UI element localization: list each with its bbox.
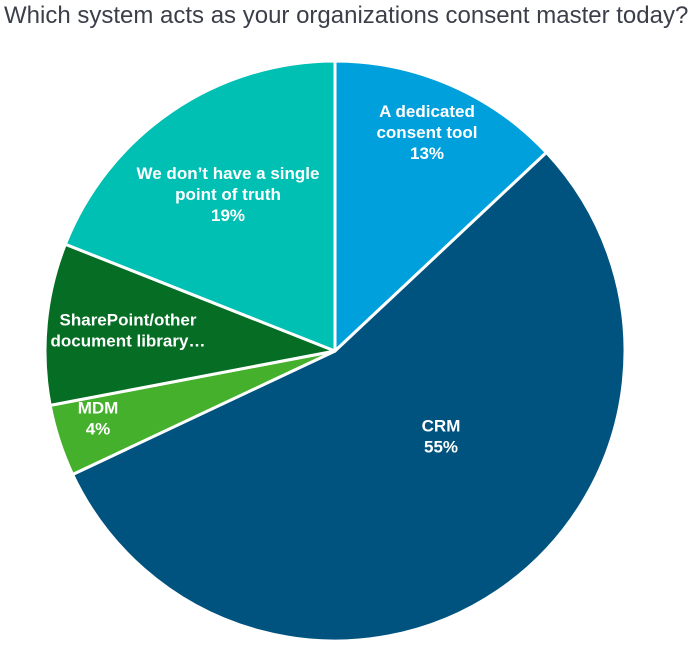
slice-name-label: A dedicated [379, 102, 475, 121]
slice-name-label: consent tool [376, 123, 477, 142]
pie-slice-a-dedicated [333, 59, 548, 353]
slice-label-we-don-t-have-a-single: We don’t have a single point of truth 19% [137, 164, 320, 225]
slice-name-label: document library… [51, 332, 206, 351]
slice-name-label: point of truth [175, 185, 281, 204]
pie-slice-sharepoint-other [43, 242, 337, 407]
slice-name-label: CRM [422, 417, 461, 436]
slice-value-label: 55% [424, 438, 458, 457]
slice-value-label: 13% [410, 144, 444, 163]
pie-slice-we-don-t-have-a-single [63, 59, 337, 353]
slice-label-crm: CRM 55% [422, 417, 461, 457]
slice-name-label: We don’t have a single [137, 164, 320, 183]
slice-value-label: 4% [86, 420, 111, 439]
slice-label-a-dedicated: A dedicated consent tool 13% [376, 102, 477, 163]
slice-name-label: SharePoint/other [60, 311, 197, 330]
slice-label-mdm: MDM 4% [78, 399, 119, 439]
slice-label-sharepoint-other: SharePoint/other document library… [51, 311, 206, 351]
chart-title: Which system acts as your organizations … [4, 2, 689, 29]
slice-value-label: 19% [211, 206, 245, 225]
pie-slice-crm [71, 150, 627, 643]
slice-name-label: MDM [78, 399, 119, 418]
